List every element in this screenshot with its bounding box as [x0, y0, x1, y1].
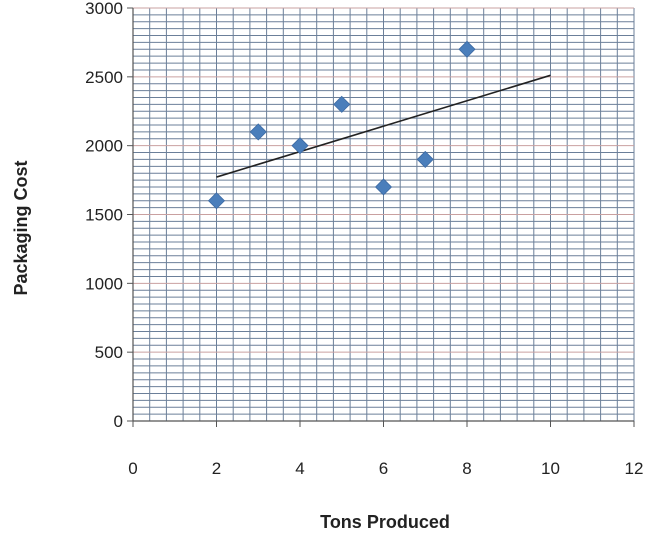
y-tick-label: 3000 [85, 0, 123, 18]
tick-labels: 0 500 1000 1500 2000 2500 3000 0 2 4 6 8 10 12 [85, 0, 643, 478]
x-tick-label: 12 [625, 459, 644, 478]
x-tick-label: 0 [128, 459, 137, 478]
data-point [249, 123, 267, 141]
y-tick-label: 1500 [85, 206, 123, 225]
trendline [216, 74, 551, 178]
x-tick-label: 2 [212, 459, 221, 478]
trendline-group [216, 74, 551, 178]
y-tick-label: 0 [114, 412, 123, 431]
x-tick-label: 6 [379, 459, 388, 478]
grid [133, 7, 635, 421]
x-axis-title: Tons Produced [320, 512, 450, 532]
data-point [291, 137, 309, 155]
data-point [333, 95, 351, 113]
y-tick-label: 2000 [85, 137, 123, 156]
y-tick-label: 1000 [85, 274, 123, 293]
y-tick-label: 500 [95, 343, 123, 362]
data-point [207, 192, 226, 210]
data-points [207, 40, 476, 210]
y-axis-title: Packaging Cost [11, 160, 31, 295]
x-tick-label: 4 [295, 459, 304, 478]
data-point [374, 178, 393, 196]
data-point [458, 40, 476, 58]
x-tick-label: 10 [541, 459, 560, 478]
x-tick-label: 8 [462, 459, 471, 478]
y-tick-label: 2500 [85, 68, 123, 87]
data-point [416, 150, 434, 168]
axes [127, 7, 635, 427]
